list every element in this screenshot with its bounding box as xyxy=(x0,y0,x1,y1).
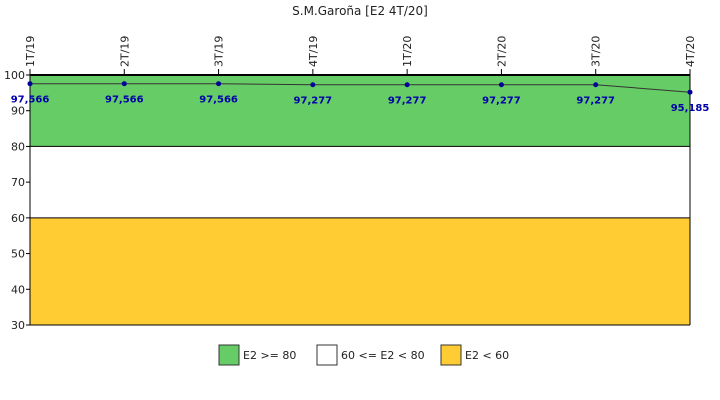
data-label-7: 95,185 xyxy=(671,103,710,114)
y-tick-label-5: 80 xyxy=(11,140,25,153)
data-point-4 xyxy=(404,82,410,88)
axes: 30 40 50 60 70 80 90 100 1T/19 2T/19 3T/19 4T/19 1T/… xyxy=(4,36,697,332)
y-tick-label-6: 90 xyxy=(11,105,25,118)
data-point-1 xyxy=(121,81,127,87)
x-tick-label-6: 3T/20 xyxy=(590,36,603,67)
x-tick-label-7: 4T/20 xyxy=(684,36,697,67)
data-point-5 xyxy=(498,82,504,88)
legend-swatch-0 xyxy=(218,344,240,366)
band-1 xyxy=(30,146,690,218)
data-label-1: 97,566 xyxy=(105,95,144,106)
threshold-bands xyxy=(30,74,691,326)
legend-label-2: E2 < 60 xyxy=(465,349,509,362)
data-point-3 xyxy=(310,82,316,88)
x-tick-label-4: 1T/20 xyxy=(401,36,414,67)
legend-label-0: E2 >= 80 xyxy=(243,349,296,362)
legend-label-1: 60 <= E2 < 80 xyxy=(341,349,425,362)
x-tick-label-0: 1T/19 xyxy=(24,36,37,67)
x-tick-label-5: 2T/20 xyxy=(495,36,508,67)
legend-swatch-2 xyxy=(440,344,462,366)
y-tick-label-7: 100 xyxy=(4,69,25,82)
data-label-0: 97,566 xyxy=(11,95,50,106)
data-label-5: 97,277 xyxy=(482,96,521,107)
band-2 xyxy=(30,217,690,325)
x-tick-label-2: 3T/19 xyxy=(213,36,226,67)
data-point-0 xyxy=(27,81,33,87)
data-point-6 xyxy=(593,82,599,88)
data-label-6: 97,277 xyxy=(576,96,615,107)
y-tick-label-4: 70 xyxy=(11,176,25,189)
data-point-2 xyxy=(216,81,222,87)
chart-title: S.M.Garoña [E2 4T/20] xyxy=(292,4,428,18)
y-tick-label-1: 40 xyxy=(11,283,25,296)
data-series: 97,566 97,566 97,566 97,277 97,277 97,277 97,2… xyxy=(11,81,710,114)
x-tick-label-3: 4T/19 xyxy=(307,36,320,67)
data-label-4: 97,277 xyxy=(388,96,427,107)
band-0 xyxy=(30,75,690,147)
data-label-2: 97,566 xyxy=(199,95,238,106)
y-tick-label-3: 60 xyxy=(11,212,25,225)
x-tick-label-1: 2T/19 xyxy=(118,36,131,67)
data-label-3: 97,277 xyxy=(294,96,333,107)
y-tick-label-0: 30 xyxy=(11,319,25,332)
legend-swatch-1 xyxy=(316,344,338,366)
data-point-7 xyxy=(687,89,693,95)
legend: E2 >= 80 60 <= E2 < 80 E2 < 60 xyxy=(218,344,509,366)
series-line-0 xyxy=(30,83,691,93)
y-tick-label-2: 50 xyxy=(11,248,25,261)
